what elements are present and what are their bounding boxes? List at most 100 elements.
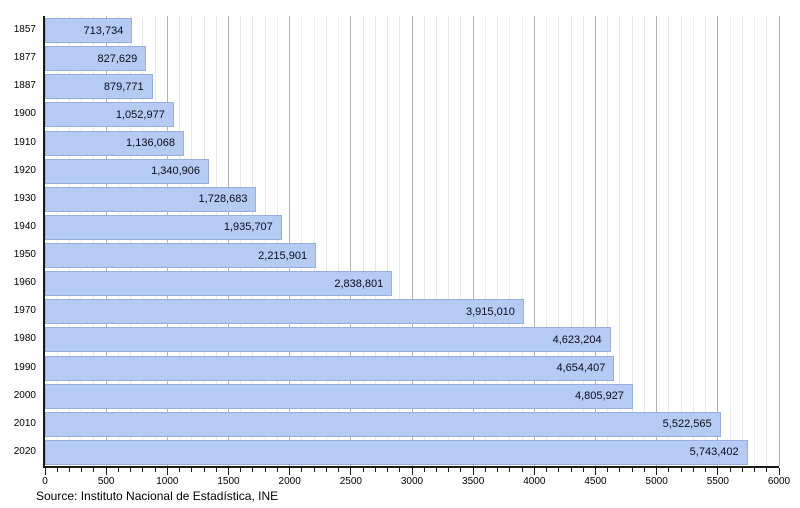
x-tick-minor	[754, 468, 756, 472]
bar-value-label: 4,623,204	[552, 333, 602, 346]
gridline-minor	[240, 16, 242, 466]
x-tick-minor	[276, 468, 278, 472]
x-tick-minor	[558, 468, 560, 472]
y-axis-label: 2020	[13, 445, 36, 457]
bar: 827,629	[45, 46, 147, 72]
x-tick-label: 4500	[584, 476, 607, 487]
gridline-minor	[301, 16, 303, 466]
gridline-minor	[276, 16, 278, 466]
x-tick-minor	[215, 468, 217, 472]
gridline-major	[533, 16, 535, 466]
bar: 5,522,565	[45, 411, 721, 437]
x-tick-minor	[435, 468, 437, 472]
gridline-minor	[448, 16, 450, 466]
x-tick-label: 3000	[400, 476, 424, 487]
bar-value-label: 4,805,927	[574, 390, 624, 403]
y-axis-label: 1960	[13, 277, 36, 289]
x-tick-minor	[582, 468, 584, 472]
gridline-minor	[81, 16, 83, 466]
gridline-minor	[154, 16, 156, 466]
x-tick-minor	[117, 468, 119, 472]
x-tick-minor	[179, 468, 181, 472]
x-tick-major	[105, 468, 107, 475]
x-tick-minor	[68, 468, 70, 472]
x-tick-label: 0	[42, 476, 48, 487]
bar-value-label: 5,743,402	[689, 446, 739, 459]
y-axis-label: 1920	[13, 164, 36, 176]
x-tick-label: 5500	[706, 476, 729, 487]
x-tick-major	[289, 468, 291, 475]
gridline-major	[656, 16, 658, 466]
x-tick-label: 500	[97, 476, 115, 487]
bar-value-label: 1,340,906	[151, 165, 201, 178]
y-axis-label: 1950	[13, 249, 36, 260]
bar-value-label: 2,215,901	[258, 249, 308, 262]
gridline-minor	[607, 16, 609, 466]
x-tick-minor	[766, 468, 768, 472]
y-axis-label: 2000	[13, 389, 36, 401]
x-tick-minor	[374, 468, 376, 472]
x-tick-minor	[93, 468, 95, 472]
gridline-minor	[619, 16, 621, 466]
x-tick-label: 1000	[156, 476, 179, 487]
x-tick-minor	[705, 468, 707, 472]
bar-value-label: 3,915,010	[465, 305, 515, 318]
gridline-minor	[497, 16, 499, 466]
y-axis-label: 1857	[13, 24, 36, 35]
x-tick-minor	[142, 468, 144, 472]
x-tick-minor	[521, 468, 523, 472]
x-tick-major	[717, 468, 719, 475]
x-tick-label: 3500	[462, 476, 485, 487]
x-tick-minor	[362, 468, 364, 472]
gridline-minor	[692, 16, 694, 466]
gridline-major	[472, 16, 474, 466]
y-axis-label: 1990	[13, 361, 36, 373]
gridline-major	[166, 16, 168, 466]
gridline-minor	[338, 16, 340, 466]
gridline-minor	[93, 16, 95, 466]
gridline-minor	[117, 16, 119, 466]
x-tick-label: 1500	[217, 476, 240, 487]
y-axis-label: 1900	[13, 108, 36, 120]
x-tick-minor	[191, 468, 193, 472]
gridline-major	[289, 16, 291, 466]
y-axis-label: 2010	[13, 417, 36, 429]
bar-value-label: 2,838,801	[334, 277, 384, 290]
x-tick-minor	[252, 468, 254, 472]
gridline-minor	[668, 16, 670, 466]
x-tick-minor	[387, 468, 389, 472]
y-axis-label: 1910	[13, 136, 36, 148]
x-tick-minor	[301, 468, 303, 472]
gridline-minor	[191, 16, 193, 466]
gridline-minor	[558, 16, 560, 466]
x-tick-major	[533, 468, 535, 475]
x-tick-major	[44, 468, 46, 475]
x-tick-minor	[130, 468, 132, 472]
bar: 713,734	[45, 18, 133, 43]
x-tick-minor	[497, 468, 499, 472]
bar: 1,136,068	[45, 130, 184, 156]
bar: 2,215,901	[45, 243, 317, 268]
x-tick-minor	[570, 468, 572, 472]
bar-value-label: 827,629	[97, 52, 138, 65]
x-tick-minor	[399, 468, 401, 472]
x-tick-major	[595, 468, 596, 475]
x-tick-major	[778, 468, 780, 475]
x-tick-minor	[729, 468, 731, 472]
gridline-minor	[680, 16, 682, 466]
x-tick-minor	[460, 468, 462, 472]
x-tick-minor	[484, 468, 486, 472]
x-tick-minor	[680, 468, 682, 472]
bar: 4,623,204	[45, 327, 611, 353]
x-tick-minor	[423, 468, 425, 472]
gridline-minor	[460, 16, 462, 466]
y-axis-label: 1980	[13, 333, 36, 345]
x-tick-major	[166, 468, 168, 475]
bar: 3,915,010	[45, 299, 524, 325]
x-tick-label: 6000	[767, 476, 791, 487]
bar-value-label: 879,771	[103, 80, 144, 93]
gridline-major	[228, 16, 229, 466]
bar: 2,838,801	[45, 271, 393, 297]
bar: 1,340,906	[45, 158, 210, 184]
